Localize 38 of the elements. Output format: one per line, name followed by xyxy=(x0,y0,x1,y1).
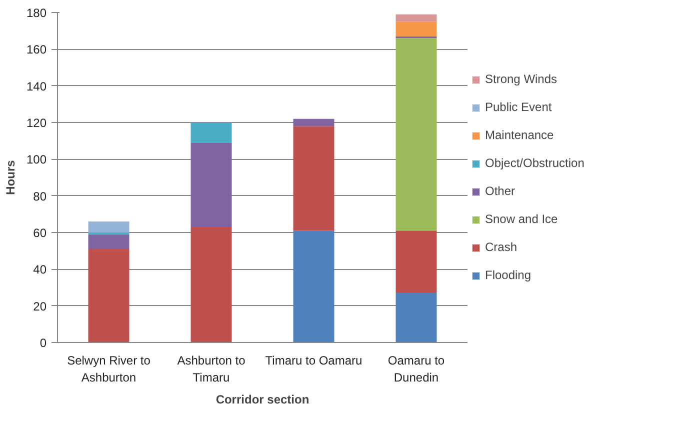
y-tick-label: 140 xyxy=(26,79,47,94)
bar xyxy=(190,227,232,342)
y-axis-title: Hours xyxy=(3,160,18,195)
bar xyxy=(396,230,437,293)
legend-label: Object/Obstruction xyxy=(485,156,584,170)
bar xyxy=(88,234,130,249)
legend-label: Maintenance xyxy=(485,128,554,142)
bar xyxy=(396,14,437,22)
y-tick-label: 20 xyxy=(33,299,47,314)
bar xyxy=(396,22,437,36)
bar xyxy=(396,38,437,231)
legend-label: Public Event xyxy=(485,100,552,114)
legend-label: Other xyxy=(485,184,516,198)
bar xyxy=(293,230,334,342)
legend-label: Flooding xyxy=(485,268,532,282)
x-tick-label: Oamaru to Dunedin xyxy=(388,354,445,384)
x-tick-label: Ashburton to Timaru xyxy=(177,354,246,384)
legend-label: Snow and Ice xyxy=(485,212,558,226)
y-tick-label: 160 xyxy=(26,42,47,57)
bar xyxy=(190,142,232,227)
legend-label: Strong Winds xyxy=(485,72,558,86)
y-tick-label: 80 xyxy=(33,189,47,204)
y-tick-label: 60 xyxy=(33,226,47,240)
x-axis-title: Corridor section xyxy=(216,392,310,406)
bar xyxy=(293,118,334,126)
y-tick-label: 40 xyxy=(33,262,47,277)
y-tick-label: 120 xyxy=(26,116,47,130)
y-tick-label: 100 xyxy=(26,152,47,167)
legend-label: Crash xyxy=(485,240,518,254)
bar xyxy=(190,122,232,143)
y-tick-label: 180 xyxy=(26,6,47,20)
bar xyxy=(88,249,130,342)
bar xyxy=(293,126,334,231)
x-tick-label: Timaru to Oamaru xyxy=(265,354,362,368)
bar xyxy=(88,222,130,232)
bar xyxy=(396,293,437,342)
y-tick-label: 0 xyxy=(40,336,47,350)
x-tick-label: Selwyn River to Ashburton xyxy=(67,354,151,384)
